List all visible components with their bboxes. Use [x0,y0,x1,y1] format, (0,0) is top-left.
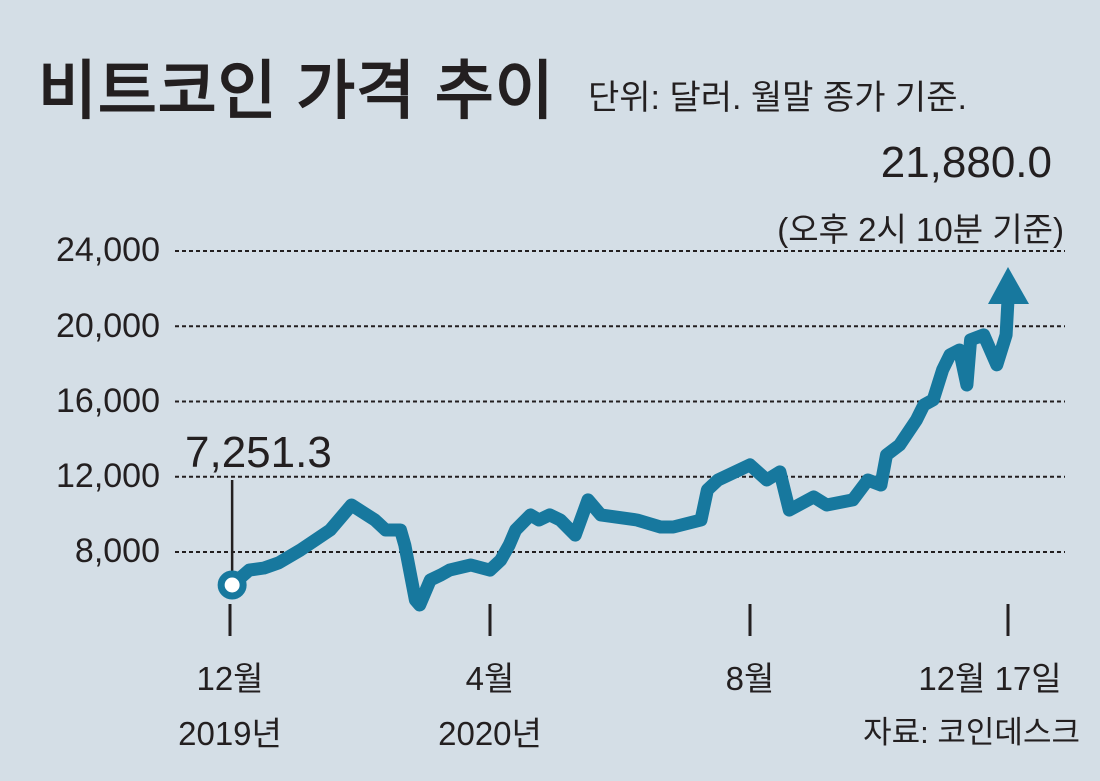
first-value-label: 7,251.3 [185,428,332,477]
x-tick-label: 8월 [725,660,775,697]
price-line [225,293,1015,612]
y-tick-label: 20,000 [56,307,160,345]
x-tick-label: 4월 [465,660,515,697]
x-tick-year: 2020년 [438,715,542,752]
y-tick-label: 12,000 [56,457,160,495]
x-tick-label: 12월 [196,660,264,697]
y-tick-label: 16,000 [56,382,160,420]
y-tick-label: 8,000 [74,532,160,570]
start-point-marker [217,570,247,600]
up-arrow-icon [988,267,1029,304]
x-tick-label: 12월 17일 [918,660,1062,697]
chart-title: 비트코인 가격 추이 [38,55,555,127]
chart-subtitle: 단위: 달러. 월말 종가 기준. [588,79,967,117]
x-tick-year: 2019년 [178,715,282,752]
last-value-label: 21,880.0 [880,138,1052,187]
source-label: 자료: 코인데스크 [863,715,1080,750]
last-value-note: (오후 2시 10분 기준) [777,211,1064,248]
y-tick-label: 24,000 [56,231,160,269]
